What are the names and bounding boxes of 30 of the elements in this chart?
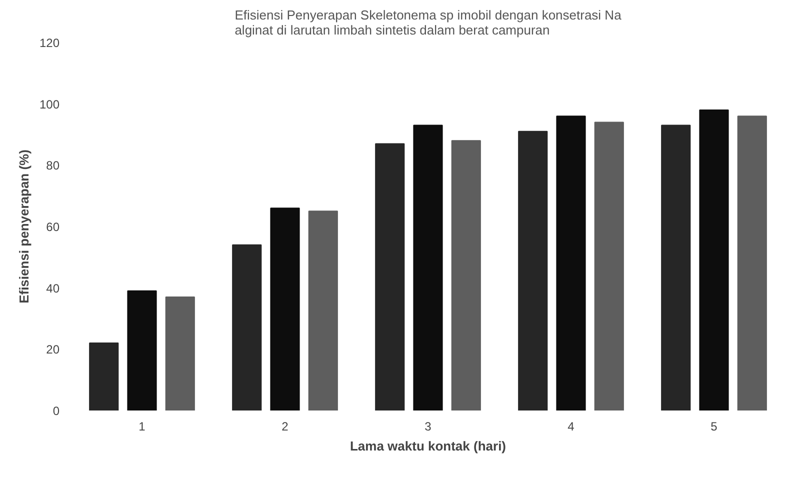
bar	[375, 143, 405, 410]
chart-title: Efisiensi Penyerapan Skeletonema sp imobil dengan konsetrasi Na alginat di larutan limbah sintetis dalam berat campuran	[234, 8, 622, 38]
y-tick-label: 0	[52, 404, 60, 418]
bar	[127, 290, 157, 410]
y-axis-title: Efisiensi penyerapan (%)	[16, 150, 32, 304]
y-tick-label: 100	[39, 97, 60, 112]
bar	[89, 342, 119, 410]
x-tick-label: 1	[138, 420, 146, 434]
x-tick-label: 5	[710, 420, 718, 434]
bar	[737, 116, 767, 410]
y-tick-label: 20	[46, 342, 60, 357]
bar	[661, 124, 691, 410]
x-axis-title: Lama waktu kontak (hari)	[350, 438, 506, 454]
y-tick-label: 80	[46, 158, 60, 173]
x-tick-label: 2	[282, 420, 289, 434]
bar	[699, 109, 729, 410]
bar	[413, 124, 443, 410]
bar	[165, 296, 195, 410]
x-tick-label: 3	[424, 420, 432, 434]
y-tick-label: 120	[39, 36, 60, 50]
x-tick-label: 4	[568, 420, 575, 434]
bar	[518, 130, 548, 410]
bar	[308, 210, 338, 410]
bar	[232, 244, 262, 410]
y-tick-label: 40	[46, 281, 60, 296]
bar	[451, 140, 481, 410]
y-tick-label: 60	[46, 220, 60, 234]
bar	[594, 122, 624, 410]
bar	[556, 116, 586, 410]
bar	[270, 208, 300, 410]
